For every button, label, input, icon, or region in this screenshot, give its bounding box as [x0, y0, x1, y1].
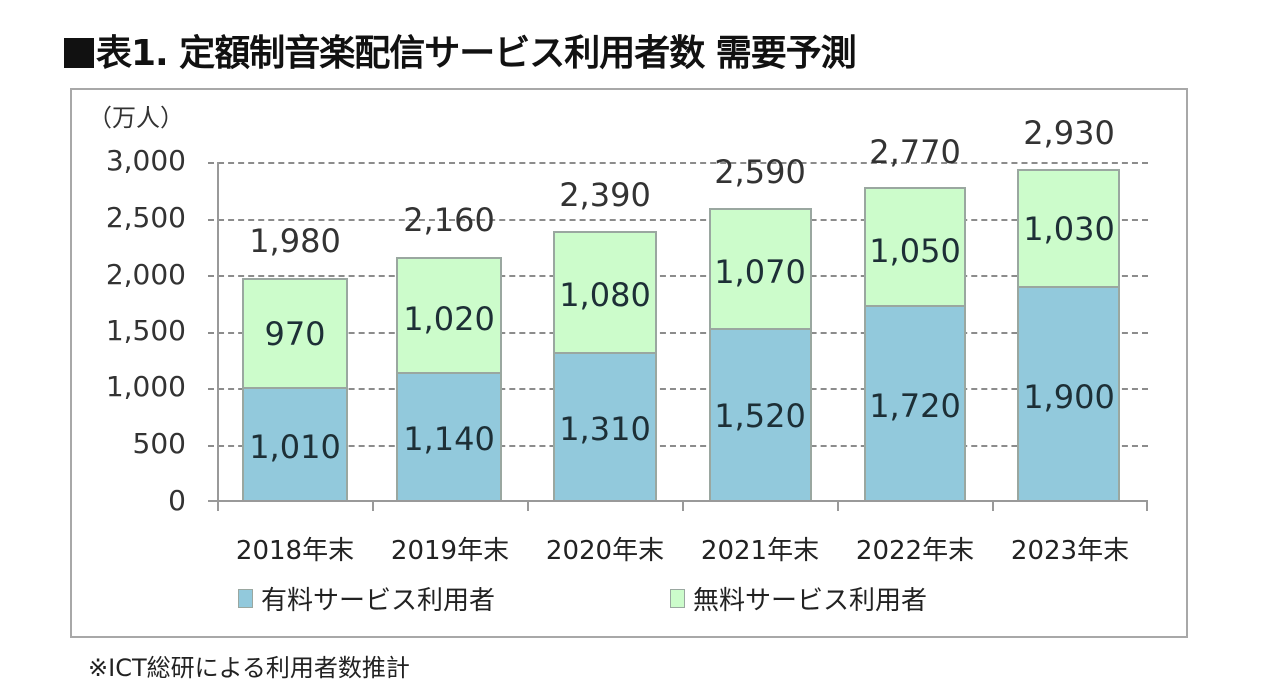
bar-paid-2022: [864, 305, 966, 502]
legend-label: 無料サービス利用者: [693, 586, 928, 616]
bar-paid-2023: [1017, 286, 1120, 502]
total-value-label: 2,930: [1023, 114, 1115, 152]
free-value-label: 1,080: [559, 276, 651, 314]
gridline: [208, 162, 1148, 164]
chart-title-text: 表1. 定額制音楽配信サービス利用者数 需要予測: [96, 33, 857, 74]
paid-value-label: 1,720: [869, 387, 961, 425]
total-value-label: 1,980: [249, 222, 341, 260]
total-value-label: 2,590: [714, 153, 806, 191]
y-tick-label: 0: [168, 484, 186, 517]
gridline: [208, 275, 1148, 277]
total-value-label: 2,770: [869, 133, 961, 171]
x-tick-label: 2022年末: [855, 536, 975, 566]
y-axis-line: [217, 162, 219, 502]
legend-swatch-icon: [238, 589, 253, 608]
free-value-label: 1,070: [714, 253, 806, 291]
gridline: [208, 388, 1148, 390]
y-tick-label: 1,000: [105, 370, 186, 403]
free-value-label: 1,050: [869, 232, 961, 270]
x-tick-mark: [1146, 501, 1148, 511]
y-tick-label: 2,000: [105, 258, 186, 291]
total-value-label: 2,160: [403, 201, 495, 239]
paid-value-label: 1,010: [249, 428, 341, 466]
x-tick-mark: [217, 501, 219, 511]
y-axis-unit-label: （万人）: [88, 104, 184, 132]
x-tick-label: 2023年末: [1010, 536, 1130, 566]
free-value-label: 1,020: [403, 300, 495, 338]
footnote: ※ICT総研による利用者数推計: [88, 654, 410, 682]
paid-value-label: 1,140: [403, 420, 495, 458]
x-tick-mark: [837, 501, 839, 511]
bar-paid-2019: [396, 372, 502, 502]
bar-paid-2020: [553, 352, 657, 502]
x-tick-mark: [527, 501, 529, 511]
free-value-label: 1,030: [1023, 210, 1115, 248]
paid-value-label: 1,900: [1023, 378, 1115, 416]
bar-free-2018: [242, 278, 348, 390]
y-tick-label: 1,500: [105, 314, 186, 347]
gridline: [208, 219, 1148, 221]
bar-paid-2021: [709, 328, 812, 502]
gridline: [208, 445, 1148, 447]
x-axis-line: [208, 500, 1148, 502]
y-tick-label: 3,000: [105, 144, 186, 177]
x-tick-label: 2021年末: [700, 536, 820, 566]
bar-free-2021: [709, 208, 812, 331]
paid-value-label: 1,520: [714, 397, 806, 435]
bar-free-2023: [1017, 169, 1120, 289]
total-value-label: 2,390: [559, 176, 651, 214]
x-tick-mark: [682, 501, 684, 511]
legend-item-free: 無料サービス利用者: [670, 580, 927, 617]
free-value-label: 970: [264, 315, 326, 353]
bar-free-2022: [864, 187, 966, 308]
x-tick-mark: [372, 501, 374, 511]
y-tick-label: 2,500: [105, 201, 186, 234]
y-tick-label: 500: [132, 427, 186, 460]
gridline: [208, 332, 1148, 334]
x-tick-label: 2020年末: [545, 536, 665, 566]
x-tick-label: 2019年末: [390, 536, 510, 566]
legend-item-paid: 有料サービス利用者: [238, 580, 495, 617]
chart-title: 表1. 定額制音楽配信サービス利用者数 需要予測: [64, 24, 857, 76]
square-bullet-icon: [64, 38, 94, 68]
x-tick-mark: [992, 501, 994, 511]
legend-swatch-icon: [670, 589, 685, 608]
paid-value-label: 1,310: [559, 410, 651, 448]
bar-free-2020: [553, 231, 657, 355]
legend-label: 有料サービス利用者: [261, 586, 496, 616]
x-tick-label: 2018年末: [235, 536, 355, 566]
